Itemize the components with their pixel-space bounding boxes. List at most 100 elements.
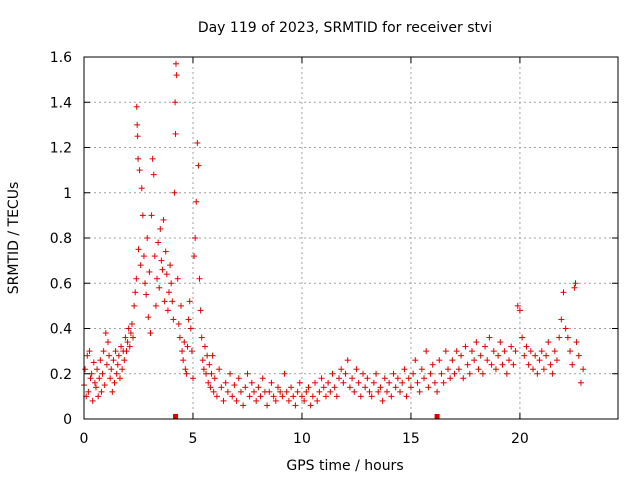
- data-point: [296, 379, 303, 386]
- data-point: [122, 334, 129, 341]
- data-point: [150, 171, 157, 178]
- data-point: [449, 357, 456, 364]
- data-point: [377, 384, 384, 391]
- data-point: [327, 388, 334, 395]
- data-point: [125, 325, 132, 332]
- data-point: [132, 289, 139, 296]
- data-point: [475, 366, 482, 373]
- data-point: [381, 375, 388, 382]
- data-point: [294, 388, 301, 395]
- data-point: [92, 384, 99, 391]
- data-point: [204, 352, 211, 359]
- data-point: [401, 366, 408, 373]
- data-point: [473, 339, 480, 346]
- data-point: [237, 388, 244, 395]
- data-point: [536, 357, 543, 364]
- data-point: [224, 388, 231, 395]
- chart-title: Day 119 of 2023, SRMTID for receiver stv…: [198, 20, 492, 36]
- y-tick-label: 0: [63, 412, 72, 428]
- data-point: [458, 352, 465, 359]
- data-point: [573, 339, 580, 346]
- data-point: [196, 275, 203, 282]
- y-tick-label: 0.8: [50, 231, 72, 247]
- data-point: [540, 366, 547, 373]
- data-point: [571, 284, 578, 291]
- data-point: [364, 375, 371, 382]
- data-point: [375, 388, 382, 395]
- y-tick-label: 1.6: [50, 50, 72, 66]
- data-point: [527, 348, 534, 355]
- data-point: [152, 302, 159, 309]
- data-point: [87, 375, 94, 382]
- y-tick-label: 0.6: [50, 276, 72, 292]
- data-point: [136, 167, 143, 174]
- data-point: [130, 334, 137, 341]
- data-point: [144, 235, 151, 241]
- data-point: [525, 361, 532, 368]
- x-tick-label: 10: [293, 431, 311, 447]
- data-point: [112, 348, 119, 355]
- data-point: [177, 302, 184, 309]
- data-point: [172, 99, 179, 106]
- data-point: [160, 216, 167, 223]
- data-point: [137, 262, 144, 269]
- data-point: [124, 339, 131, 346]
- data-point: [208, 370, 215, 377]
- data-point: [135, 155, 142, 162]
- data-point: [175, 320, 182, 327]
- data-point: [497, 339, 504, 346]
- data-point: [349, 375, 356, 382]
- data-point: [200, 366, 207, 373]
- data-point: [534, 370, 541, 377]
- data-point: [503, 370, 510, 377]
- data-point: [266, 388, 273, 395]
- data-point: [292, 402, 299, 409]
- data-point: [288, 384, 295, 391]
- data-point: [318, 375, 325, 382]
- data-point: [357, 393, 364, 400]
- data-point: [510, 361, 517, 368]
- data-point: [325, 379, 332, 386]
- data-point: [193, 198, 200, 205]
- data-point: [355, 379, 362, 386]
- data-point: [255, 384, 262, 391]
- data-point: [468, 348, 475, 355]
- data-point: [126, 343, 133, 350]
- data-point: [168, 280, 175, 287]
- data-point: [549, 370, 556, 377]
- data-point: [277, 388, 284, 395]
- data-point: [259, 375, 266, 382]
- data-point: [107, 375, 114, 382]
- data-point: [203, 370, 210, 377]
- data-point: [336, 375, 343, 382]
- data-point: [499, 361, 506, 368]
- y-tick-label: 1.2: [50, 141, 72, 157]
- data-point: [210, 388, 217, 395]
- data-point: [158, 257, 165, 264]
- data-point: [312, 379, 319, 386]
- data-point: [179, 348, 186, 355]
- data-point: [138, 185, 145, 192]
- data-point: [523, 343, 530, 350]
- data-point: [192, 235, 199, 241]
- data-point: [438, 370, 445, 377]
- data-point: [246, 393, 253, 400]
- gap-markers: [173, 414, 440, 419]
- data-point: [188, 348, 195, 355]
- gap-marker: [173, 414, 179, 419]
- data-point: [418, 366, 425, 373]
- data-point: [187, 325, 194, 332]
- data-point: [205, 379, 212, 386]
- data-point: [159, 266, 166, 273]
- data-point: [164, 307, 171, 314]
- data-point: [362, 384, 369, 391]
- data-point: [183, 370, 190, 377]
- data-point: [519, 334, 526, 341]
- data-point: [211, 375, 218, 382]
- data-point: [464, 361, 471, 368]
- data-point: [198, 334, 205, 341]
- data-point: [309, 393, 316, 400]
- data-point: [139, 212, 146, 219]
- data-point: [429, 361, 436, 368]
- data-point: [170, 316, 177, 323]
